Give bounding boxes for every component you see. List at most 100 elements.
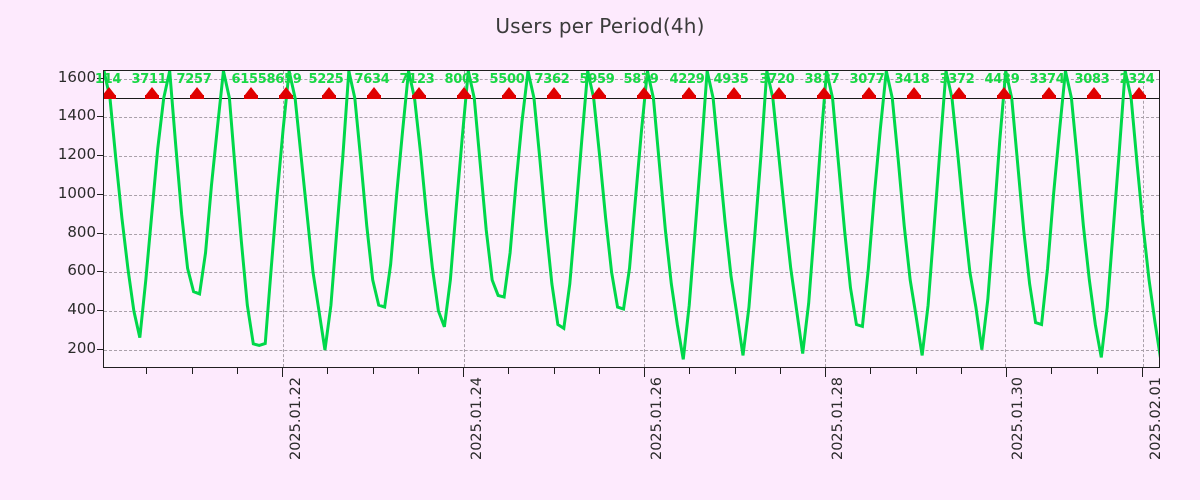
y-axis-tick-label: 400 [67, 299, 96, 318]
x-axis-minor-tick [508, 368, 510, 374]
peak-marker-triangle[interactable] [1087, 87, 1101, 97]
x-axis-major-tick [644, 368, 645, 377]
x-axis-minor-tick [553, 368, 555, 374]
peak-marker-base [244, 95, 258, 100]
x-axis-minor-tick [191, 368, 193, 374]
peak-marker-triangle[interactable] [412, 87, 426, 97]
chart-title: Users per Period(4h) [495, 14, 705, 38]
peak-value-label: 4229 [669, 72, 705, 87]
peak-marker-base [682, 95, 696, 100]
peak-marker-base [367, 95, 381, 100]
peak-value-label: 5879 [623, 72, 659, 87]
peak-value-label: 8659 [266, 72, 302, 87]
peak-value-label: 3418 [894, 72, 930, 87]
y-axis-tick-label: 1200 [57, 145, 96, 164]
peak-value-label: 2324 [1119, 72, 1155, 87]
peak-value-label: 7257 [176, 72, 212, 87]
vertical-gridline [825, 71, 826, 367]
peak-marker-triangle[interactable] [637, 87, 651, 97]
horizontal-gridline [104, 78, 1159, 80]
x-axis-minor-tick [734, 368, 736, 374]
x-axis-major-tick [282, 368, 283, 377]
peak-value-label: 3372 [939, 72, 975, 87]
peak-marker-triangle[interactable] [997, 87, 1011, 97]
x-axis-minor-tick [146, 368, 148, 374]
peak-marker-triangle[interactable] [367, 87, 381, 97]
peak-marker-triangle[interactable] [1042, 87, 1056, 97]
peak-value-label: 5500 [489, 72, 525, 87]
peak-marker-triangle[interactable] [279, 87, 293, 97]
x-axis-minor-tick [372, 368, 374, 374]
peak-marker-triangle[interactable] [547, 87, 561, 97]
threshold-line [104, 98, 1159, 100]
peak-marker-base [862, 95, 876, 100]
vertical-gridline [644, 71, 645, 367]
peak-marker-triangle[interactable] [1132, 87, 1146, 97]
x-axis-minor-tick [1096, 368, 1098, 374]
peak-value-label: 4935 [713, 72, 749, 87]
peak-marker-triangle[interactable] [457, 87, 471, 97]
peak-value-label: 7123 [399, 72, 435, 87]
peak-marker-triangle[interactable] [190, 87, 204, 97]
peak-marker-triangle[interactable] [907, 87, 921, 97]
data-series-layer [104, 71, 1159, 367]
peak-value-label: 7634 [354, 72, 390, 87]
peak-marker-triangle[interactable] [145, 87, 159, 97]
peak-marker-triangle[interactable] [104, 87, 116, 97]
peak-marker-base [592, 95, 606, 100]
y-axis-tick-label: 1600 [57, 67, 96, 86]
peak-marker-triangle[interactable] [952, 87, 966, 97]
data-series-line [104, 71, 1159, 360]
peak-marker-triangle[interactable] [817, 87, 831, 97]
y-axis-tick-label: 600 [67, 261, 96, 280]
peak-value-label: 8003 [444, 72, 480, 87]
data-line-svg [104, 71, 1159, 360]
x-axis-major-tick [825, 368, 826, 377]
peak-marker-triangle[interactable] [727, 87, 741, 97]
peak-value-label: 3711 [131, 72, 167, 87]
peak-value-label: 114 [94, 72, 122, 87]
horizontal-gridline [104, 194, 1159, 196]
y-axis-tick [97, 271, 103, 273]
x-axis-minor-tick [960, 368, 962, 374]
peak-marker-base [145, 95, 159, 100]
x-axis-minor-tick [870, 368, 872, 374]
x-axis-tick-label: 2025.01.24 [469, 377, 485, 461]
peak-marker-triangle[interactable] [682, 87, 696, 97]
x-axis-minor-tick [598, 368, 600, 374]
peak-value-label: 5959 [579, 72, 615, 87]
horizontal-gridline [104, 272, 1159, 274]
x-axis-minor-tick [236, 368, 238, 374]
peak-marker-triangle[interactable] [862, 87, 876, 97]
vertical-gridline [1005, 71, 1006, 367]
peak-marker-base [1042, 95, 1056, 100]
peak-marker-base [772, 95, 786, 100]
y-axis-tick-label: 1000 [57, 183, 96, 202]
peak-marker-base [997, 95, 1011, 100]
x-axis-minor-tick [327, 368, 329, 374]
peak-marker-base [637, 95, 651, 100]
peak-marker-base [952, 95, 966, 100]
peak-marker-base [104, 95, 116, 100]
x-axis-major-tick [1141, 368, 1143, 377]
peak-marker-base [907, 95, 921, 100]
peak-marker-base [279, 95, 293, 100]
peak-marker-triangle[interactable] [772, 87, 786, 97]
peak-marker-triangle[interactable] [322, 87, 336, 97]
peak-value-label: 3720 [759, 72, 795, 87]
x-axis-minor-tick [417, 368, 419, 374]
y-axis-tick-label: 200 [67, 338, 96, 357]
peak-marker-base [412, 95, 426, 100]
peak-marker-triangle[interactable] [502, 87, 516, 97]
peak-value-label: 3374 [1029, 72, 1065, 87]
peak-marker-base [727, 95, 741, 100]
x-axis-tick-label: 2025.02.01 [1148, 377, 1164, 461]
peak-marker-base [1087, 95, 1101, 100]
vertical-gridline [283, 71, 284, 367]
peak-value-label: 3837 [804, 72, 840, 87]
vertical-gridline [464, 71, 465, 367]
peak-marker-base [457, 95, 471, 100]
peak-marker-triangle[interactable] [592, 87, 606, 97]
peak-marker-triangle[interactable] [244, 87, 258, 97]
